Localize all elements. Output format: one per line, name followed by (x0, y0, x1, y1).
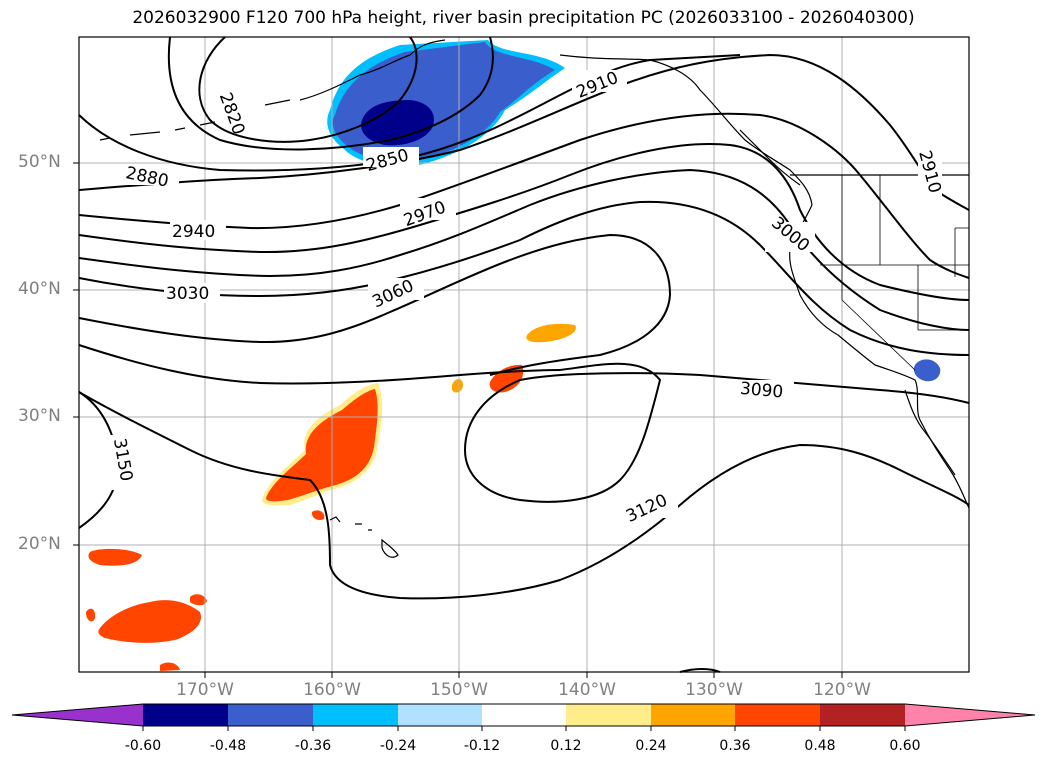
lon-label: 170°W (176, 680, 234, 700)
contour-label: 2940 (172, 222, 215, 242)
colorbar-tick-label: 0.12 (550, 738, 582, 754)
coastlines (99, 39, 970, 558)
colorbar-segment (651, 704, 737, 726)
positive-precip-a (526, 323, 576, 343)
colorbar-tick-label: -0.12 (463, 738, 501, 754)
positive-precip-f (190, 594, 207, 606)
colorbar-segment (735, 704, 821, 726)
positive-precip-i (160, 662, 180, 671)
map-frame (78, 36, 970, 673)
contour-bottom (679, 668, 721, 673)
contour-3090 (463, 362, 970, 503)
negative-precip-socal (913, 359, 941, 382)
colorbar-segment (398, 704, 484, 726)
colorbar-tick-label: -0.48 (209, 738, 247, 754)
colorbar-segment (313, 704, 399, 726)
alaska-coast (99, 39, 446, 141)
bc-coast (739, 129, 801, 186)
colorbar-tick-label: 0.36 (719, 738, 751, 754)
contour-labels: 2820 2850 2880 2910 2910 2940 2970 3000 … (109, 68, 945, 527)
positive-precip-g (86, 608, 96, 622)
positive-precip-c (452, 379, 463, 393)
colorbar-segment (820, 704, 906, 726)
colorbar (11, 703, 1036, 731)
precip-shading (86, 40, 941, 671)
colorbar-tick-label: 0.48 (804, 738, 836, 754)
baja-coast (904, 389, 956, 476)
contour-label: 3090 (739, 379, 784, 403)
lat-label: 20°N (18, 534, 61, 554)
colorbar-tick-label: -0.24 (379, 738, 417, 754)
contour-2850 (167, 36, 494, 151)
lat-label: 50°N (18, 152, 61, 172)
colorbar-segment (905, 704, 1035, 726)
lat-label: 30°N (18, 406, 61, 426)
lat-label: 40°N (18, 279, 61, 299)
colorbar-tick-label: -0.36 (294, 738, 332, 754)
positive-precip-h (311, 510, 325, 521)
lon-label: 130°W (685, 680, 743, 700)
contour-3060 (78, 233, 672, 376)
contour-3060b (78, 344, 561, 385)
lon-label: 160°W (303, 680, 361, 700)
tick-marks (73, 162, 843, 678)
colorbar-segment (228, 704, 314, 726)
lon-label: 140°W (558, 680, 616, 700)
contour-3120 (78, 391, 970, 600)
colorbar-tick-label: 0.60 (889, 738, 921, 754)
colorbar-tick-label: 0.24 (635, 738, 667, 754)
figure-title: 2026032900 F120 700 hPa height, river ba… (132, 8, 915, 28)
hawaii-islands (329, 516, 399, 558)
contour-2820 (198, 36, 418, 143)
negative-precip-core-inner (361, 100, 434, 146)
colorbar-segment (12, 704, 143, 726)
colorbar-segment (482, 704, 567, 726)
contour-label: 3030 (166, 284, 209, 304)
positive-precip-d (88, 548, 142, 566)
contour-2940 (78, 112, 970, 279)
colorbar-segment (566, 704, 652, 726)
contour-3000 (78, 168, 970, 331)
alaska-se-coast (559, 54, 813, 206)
contour-2970 (78, 143, 970, 301)
contour-3030 (78, 200, 970, 356)
colorbar-tick-label: -0.60 (124, 738, 162, 754)
colorbar-segment (143, 704, 229, 726)
state-borders (820, 175, 969, 371)
positive-precip-e (98, 600, 201, 643)
lon-label: 150°W (430, 680, 488, 700)
us-west-coast (789, 204, 970, 509)
lon-label: 120°W (813, 680, 871, 700)
map-background (79, 37, 969, 672)
contour-2910 (78, 53, 970, 211)
